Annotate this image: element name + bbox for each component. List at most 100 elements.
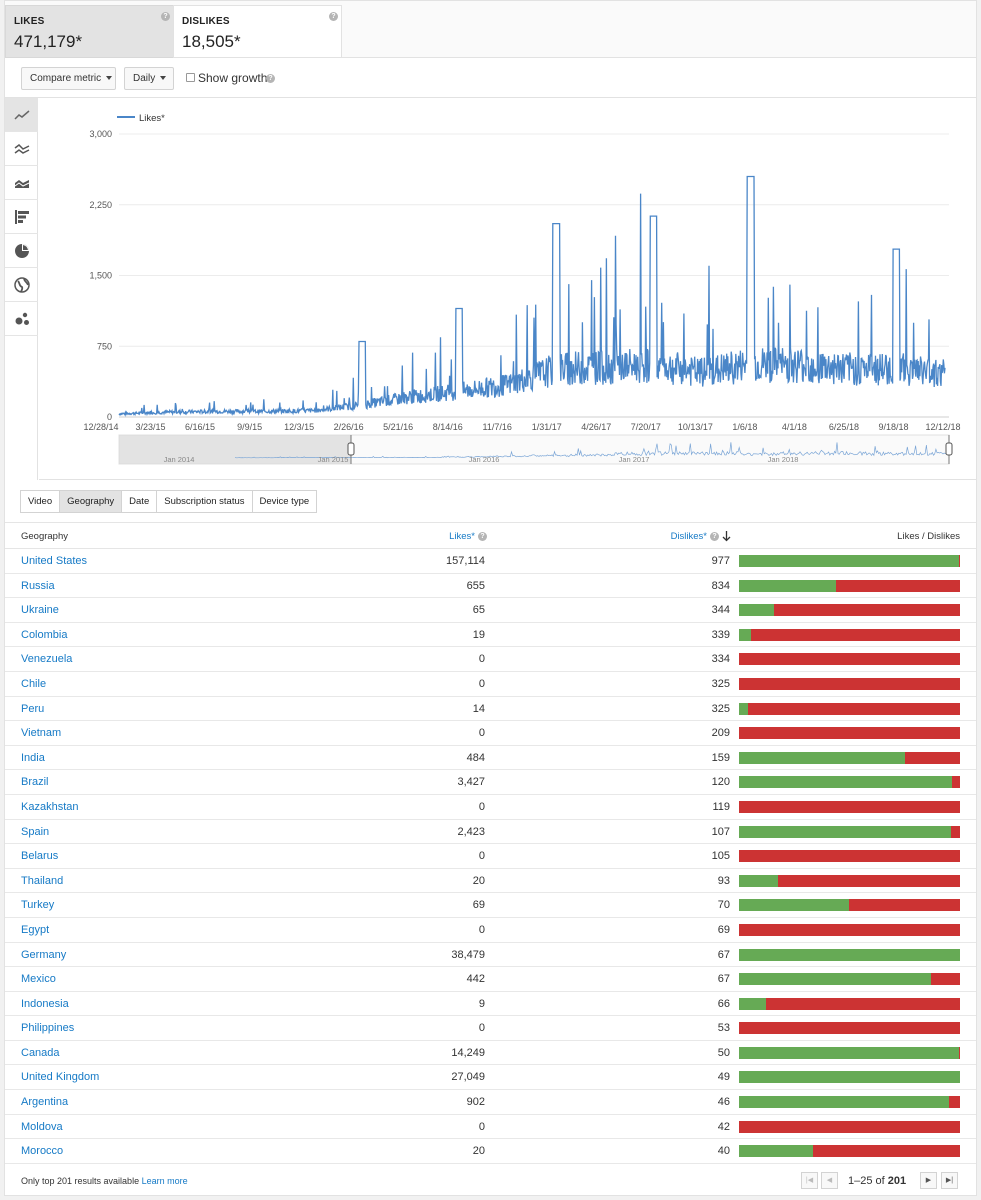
country-link[interactable]: Venezuela	[21, 653, 73, 666]
previous-page-button[interactable]: ◀	[821, 1172, 838, 1189]
country-link[interactable]: Colombia	[21, 628, 68, 641]
country-link[interactable]: Kazakhstan	[21, 800, 79, 813]
likes-metric-card[interactable]: LIKES 471,179* ?	[5, 5, 174, 58]
country-link[interactable]: Peru	[21, 702, 45, 715]
help-icon[interactable]: ?	[710, 532, 719, 541]
country-link[interactable]: Vietnam	[21, 727, 62, 740]
map-globe-button[interactable]	[5, 268, 38, 302]
likes-value: 442	[466, 973, 485, 986]
likes-value: 14,249	[451, 1046, 485, 1059]
dislikes-value: 67	[717, 973, 730, 986]
country-link[interactable]: Brazil	[21, 776, 49, 789]
bar-chart-button[interactable]	[5, 200, 38, 234]
range-handle[interactable]	[347, 442, 355, 456]
results-note-text: Only top 201 results available	[21, 1176, 140, 1186]
country-link[interactable]: United Kingdom	[21, 1071, 100, 1084]
dislikes-metric-card[interactable]: DISLIKES 18,505* ?	[173, 5, 342, 58]
likes-value: 0	[478, 653, 485, 666]
show-growth-checkbox[interactable]	[186, 73, 195, 82]
country-link[interactable]: Egypt	[21, 923, 50, 936]
last-page-button[interactable]: ▶|	[941, 1172, 958, 1189]
likes-metric-value: 471,179*	[14, 32, 83, 51]
next-page-button[interactable]: ▶	[920, 1172, 937, 1189]
likes-value: 19	[472, 628, 485, 641]
country-link[interactable]: Chile	[21, 677, 47, 690]
tab-date[interactable]: Date	[121, 490, 158, 513]
tab-geography[interactable]: Geography	[59, 490, 123, 513]
country-link[interactable]: Belarus	[21, 850, 59, 863]
country-link[interactable]: United States	[21, 555, 88, 567]
x-tick-label: 1/6/18	[732, 422, 757, 432]
country-link[interactable]: Canada	[21, 1046, 60, 1059]
likes-value: 20	[472, 874, 485, 887]
dislikes-value: 977	[711, 555, 730, 567]
help-icon[interactable]: ?	[266, 74, 275, 83]
map-globe-icon	[13, 276, 30, 293]
table-row: Thailand 20 93	[5, 869, 976, 894]
dislikes-value: 49	[717, 1071, 730, 1084]
country-link[interactable]: Turkey	[21, 899, 55, 912]
overview-mask	[119, 435, 351, 464]
legend-label[interactable]: Likes*	[139, 113, 165, 124]
dislikes-header[interactable]: Dislikes*	[670, 531, 707, 542]
tab-device-type[interactable]: Device type	[251, 490, 318, 513]
show-growth-label[interactable]: Show growth	[198, 71, 268, 85]
bubble-chart-icon	[15, 312, 29, 325]
likes-dislikes-ratio-bar	[739, 825, 960, 838]
line-chart-icon	[13, 109, 29, 120]
country-link[interactable]: Indonesia	[21, 997, 69, 1010]
country-link[interactable]: Moldova	[21, 1120, 63, 1133]
likes-dislikes-ratio-bar	[739, 1120, 960, 1133]
country-link[interactable]: Mexico	[21, 973, 56, 986]
table-row: Venezuela 0 334	[5, 647, 976, 672]
help-icon[interactable]: ?	[161, 12, 170, 21]
likes-value: 2,423	[457, 825, 485, 838]
range-handle[interactable]	[945, 442, 953, 456]
x-tick-label: 1/31/17	[532, 422, 562, 432]
pie-chart-button[interactable]	[5, 234, 38, 268]
sort-down-arrow-icon[interactable]	[722, 530, 731, 542]
country-link[interactable]: Germany	[21, 948, 67, 961]
likes-share-fill	[739, 1145, 813, 1158]
compare-metric-button[interactable]: Compare metric	[21, 67, 116, 90]
table-row: Egypt 0 69	[5, 918, 976, 943]
line-chart-button[interactable]	[5, 98, 38, 132]
likes-dislikes-ratio-bar	[739, 1046, 960, 1059]
country-link[interactable]: Morocco	[21, 1145, 64, 1158]
dislikes-value: 334	[711, 653, 730, 666]
country-link[interactable]: Argentina	[21, 1096, 69, 1109]
interval-dropdown[interactable]: Daily	[124, 67, 174, 90]
likes-share-fill	[739, 1096, 950, 1109]
table-row: Morocco 20 40	[5, 1139, 976, 1164]
multi-line-chart-button[interactable]	[5, 132, 38, 166]
likes-value: 0	[478, 923, 485, 936]
stacked-area-chart-icon	[14, 179, 29, 188]
dislikes-value: 66	[717, 997, 730, 1010]
help-icon[interactable]: ?	[329, 12, 338, 21]
likes-value: 0	[478, 677, 485, 690]
chart-controls: Compare metric Daily Show growth ?	[5, 58, 976, 98]
table-row: Canada 14,249 50	[5, 1041, 976, 1066]
likes-dislikes-ratio-bar	[739, 1022, 960, 1035]
first-page-button[interactable]: |◀	[801, 1172, 818, 1189]
bubble-chart-button[interactable]	[5, 302, 38, 336]
likes-header[interactable]: Likes*	[449, 531, 475, 542]
country-link[interactable]: Thailand	[21, 874, 64, 887]
country-link[interactable]: India	[21, 751, 45, 764]
tab-video[interactable]: Video	[20, 490, 61, 513]
country-link[interactable]: Russia	[21, 579, 55, 592]
tab-subscription-status[interactable]: Subscription status	[156, 490, 253, 513]
help-icon[interactable]: ?	[478, 532, 487, 541]
country-link[interactable]: Philippines	[21, 1022, 75, 1035]
timeline-overview[interactable]: Jan 2014 Jan 2015 Jan 2016 Jan 2017 Jan 2018	[118, 434, 953, 465]
country-link[interactable]: Spain	[21, 825, 50, 838]
country-link[interactable]: Ukraine	[21, 604, 59, 617]
stacked-area-chart-button[interactable]	[5, 166, 38, 200]
likes-dislikes-ratio-bar	[739, 776, 960, 789]
series-line-likes[interactable]	[118, 175, 946, 418]
learn-more-link[interactable]: Learn more	[141, 1176, 188, 1186]
x-tick-label: 9/18/18	[878, 422, 908, 432]
likes-share-fill	[739, 948, 960, 961]
pagination-range: 1–25 of 201	[848, 1175, 906, 1187]
likes-dislikes-ratio-bar	[739, 1096, 960, 1109]
